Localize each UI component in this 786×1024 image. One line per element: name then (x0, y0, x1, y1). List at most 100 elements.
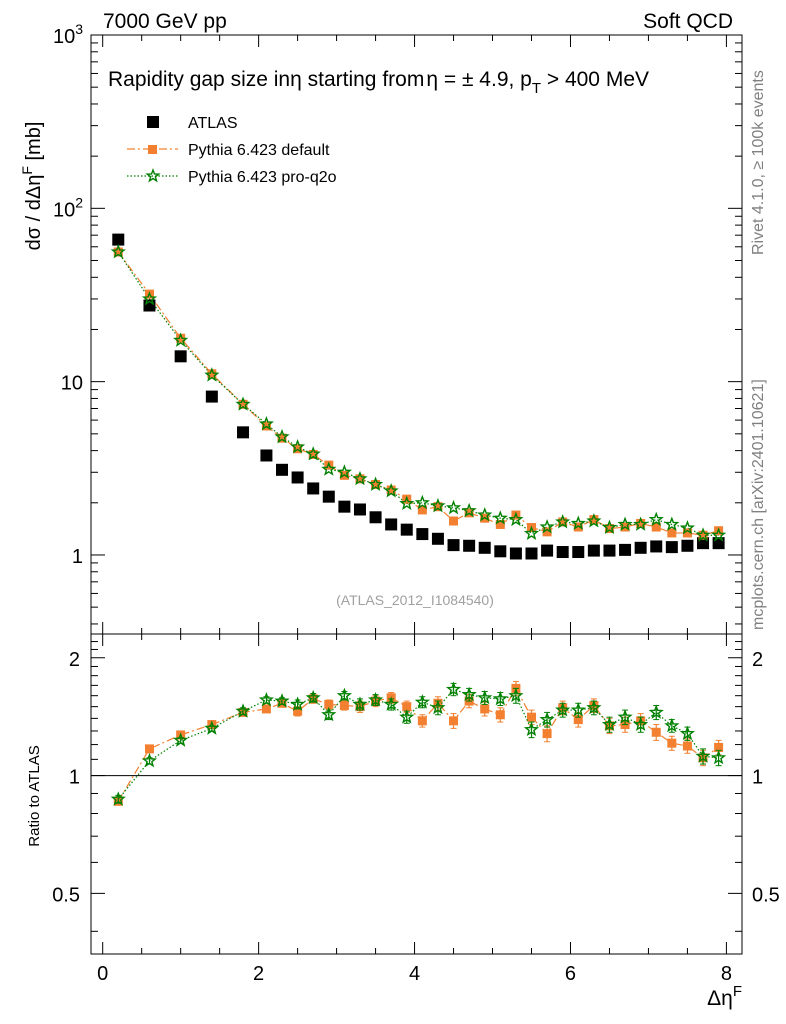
pro-q2o-point (555, 513, 571, 529)
ratio-default-point (651, 727, 661, 737)
pro-q2o-point (633, 516, 649, 531)
ratio-pro-q2o-point (352, 696, 368, 711)
atlas-point (400, 523, 413, 536)
ratio-pro-q2o-point (173, 732, 189, 747)
ratio-pro-q2o-point (258, 691, 275, 707)
ratio-y-axis-label: Ratio to ATLAS (26, 745, 43, 846)
chart-title: Rapidity gap size inη starting fromη = ±… (108, 68, 649, 97)
pro-q2o-point (586, 513, 602, 528)
pro-q2o-point (290, 438, 306, 454)
pro-q2o-point (367, 476, 384, 491)
ratio-pro-q2o-point (695, 748, 711, 763)
pro-q2o-point (539, 519, 555, 534)
pro-q2o-point (110, 243, 126, 259)
default-point (207, 369, 217, 379)
atlas-point (322, 490, 335, 503)
x-tick-label: 2 (253, 963, 264, 985)
default-point (238, 399, 248, 409)
default-point (651, 522, 661, 532)
analysis-watermark: (ATLAS_2012_I1084540) (336, 592, 494, 608)
default-point (573, 522, 583, 532)
pro-q2o-point (523, 525, 540, 540)
atlas-point (587, 544, 600, 557)
x-axis-label: ΔηF (707, 983, 742, 1010)
atlas-point (205, 390, 218, 403)
ratio-y-tick-label: 2 (69, 649, 80, 671)
x-tick-label: 8 (721, 963, 732, 985)
atlas-point (353, 503, 366, 516)
atlas-point (478, 541, 491, 554)
default-point (682, 528, 692, 538)
atlas-point (572, 546, 585, 559)
legend-marker-default (148, 145, 157, 154)
pro-q2o-point (336, 464, 352, 479)
default-point (636, 518, 646, 528)
ratio-y-tick-label: 0.5 (52, 884, 80, 906)
pro-q2o-point (352, 470, 368, 486)
legend-label-atlas: ATLAS (188, 115, 238, 132)
pro-q2o-point (141, 290, 158, 306)
ratio-default-point (293, 706, 303, 716)
atlas-point (556, 546, 569, 559)
atlas-point (237, 426, 250, 439)
pro-q2o-point (204, 367, 220, 382)
pro-q2o-point (414, 494, 430, 510)
x-tick-label: 0 (97, 963, 108, 985)
pro-q2o-point (570, 515, 586, 530)
atlas-point (291, 471, 304, 484)
ratio-pro-q2o-point (274, 693, 290, 708)
pro-q2o-point (461, 502, 477, 518)
atlas-point (525, 547, 538, 560)
ratio-pro-q2o-point (679, 725, 696, 741)
ratio-default-point (495, 710, 505, 720)
default-point (558, 517, 568, 527)
category-label: Soft QCD (643, 10, 733, 33)
series-line-1 (117, 251, 719, 536)
default-point (589, 515, 599, 525)
default-point (417, 505, 427, 515)
pro-q2o-point (679, 520, 696, 535)
default-point (698, 530, 708, 540)
rivet-version-label: Rivet 4.1.0, ≥ 100k events (750, 70, 767, 255)
y-tick-label: 102 (53, 194, 83, 221)
ratio-pro-q2o-point (305, 689, 321, 705)
default-point (433, 502, 443, 512)
atlas-point (681, 539, 694, 552)
pro-q2o-point (445, 499, 462, 515)
pro-q2o-point (430, 497, 446, 513)
default-point (371, 480, 381, 490)
ratio-default-point (480, 704, 490, 714)
ratio-default-point (261, 704, 271, 714)
pro-q2o-point (173, 332, 189, 347)
ratio-pro-q2o-point (235, 703, 251, 718)
pro-q2o-point (695, 527, 711, 542)
ratio-default-point (573, 715, 583, 725)
atlas-point (276, 463, 289, 476)
pro-q2o-point (258, 415, 275, 431)
ratio-pro-q2o-point (204, 720, 220, 735)
pro-q2o-point (617, 516, 633, 531)
atlas-point (650, 540, 663, 553)
ratio-pro-q2o-point (601, 716, 618, 732)
ratio-default-point (682, 741, 692, 751)
atlas-point (494, 545, 507, 558)
ratio-frame (90, 633, 743, 955)
pro-q2o-point (601, 519, 618, 534)
y-tick-label: 103 (53, 21, 83, 48)
ratio-pro-q2o-point (586, 699, 602, 715)
ratio-pro-q2o-point (477, 689, 493, 705)
x-tick-label: 4 (409, 963, 420, 985)
atlas-point (619, 543, 632, 556)
ratio-y-tick-label-right: 1 (752, 767, 763, 789)
legend-marker-pro-q2o (145, 168, 161, 183)
atlas-point (447, 539, 460, 552)
atlas-point (665, 541, 678, 554)
atlas-point (416, 528, 429, 541)
pro-q2o-point (383, 482, 399, 498)
energy-label: 7000 GeV pp (103, 10, 227, 33)
mcplots-label: mcplots.cern.ch [arXiv:2401.10621] (750, 379, 767, 630)
atlas-point (338, 500, 351, 513)
legend-marker-atlas (147, 116, 159, 128)
pro-q2o-point (235, 396, 251, 411)
pro-q2o-point (508, 511, 524, 527)
